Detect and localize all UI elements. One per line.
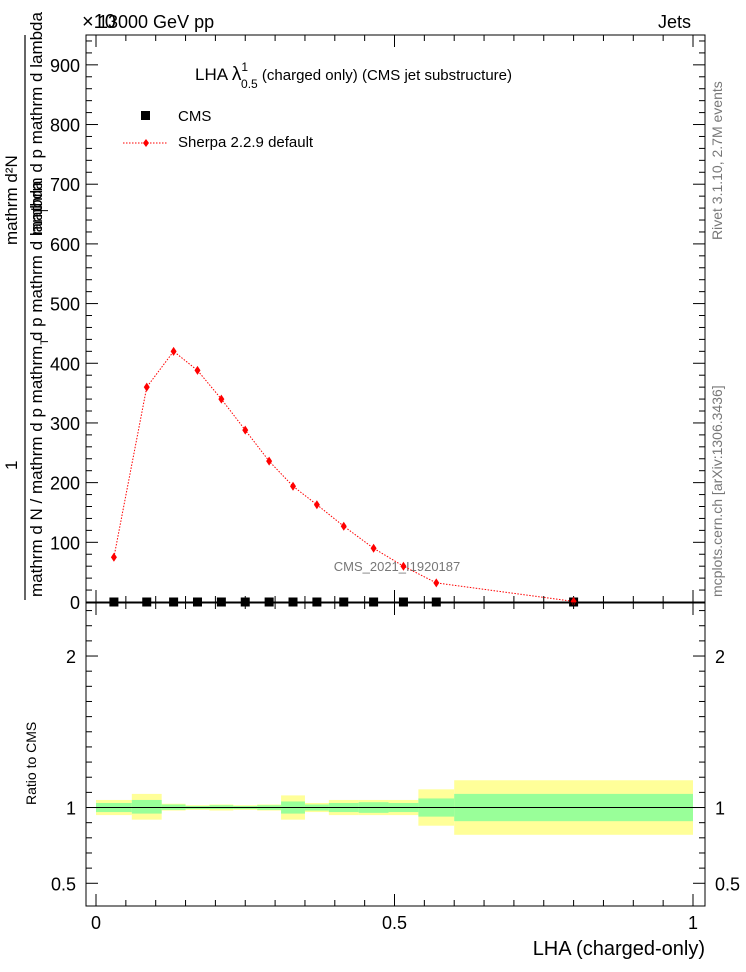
cms-point [192, 597, 202, 607]
y-label-denominator-top: mathrm d p mathrm d lambda [27, 11, 46, 235]
cms-point [142, 597, 152, 607]
ratio-x-tick-label: 1 [688, 913, 698, 933]
rivet-label: Rivet 3.1.10, 2.7M events [709, 81, 725, 240]
main-y-tick-label: 900 [50, 56, 80, 76]
ratio-y-label: Ratio to CMS [23, 722, 39, 805]
ratio-x-label: LHA (charged-only) [533, 938, 705, 960]
mcplots-label: mcplots.cern.ch [arXiv:1306.3436] [709, 385, 725, 597]
main-y-tick-label: 600 [50, 235, 80, 255]
legend-sherpa-label: Sherpa 2.2.9 default [178, 134, 314, 151]
cms-point [431, 597, 441, 607]
cms-point [312, 597, 322, 607]
main-data [109, 346, 579, 607]
ratio-x-tick-label: 0 [91, 913, 101, 933]
y-label-one: 1 [2, 461, 21, 470]
sherpa-point [110, 552, 117, 562]
main-y-tick-label: 300 [50, 414, 80, 434]
legend-cms-marker [141, 111, 150, 120]
sherpa-point [242, 425, 249, 435]
sherpa-point [313, 500, 320, 510]
ratio-y-tick-label-right: 2 [715, 647, 725, 667]
y-label-sub-t2: T [39, 338, 51, 345]
sherpa-point [194, 365, 201, 375]
main-title: LHA λ1 0.5 (charged only) (CMS jet substr… [195, 60, 512, 91]
main-y-tick-label: 400 [50, 354, 80, 374]
ratio-plot-frame [85, 602, 706, 907]
cms-point [240, 597, 250, 607]
cms-point [288, 597, 298, 607]
sherpa-point [290, 481, 297, 491]
cms-point [339, 597, 349, 607]
exponent-label: ×10 [82, 11, 116, 33]
ratio-y-tick-label-right: 1 [715, 799, 725, 819]
main-y-tick-label: 100 [50, 533, 80, 553]
main-x-ticks [95, 35, 694, 602]
cms-point [264, 597, 274, 607]
sherpa-point [340, 521, 347, 531]
sherpa-line [113, 350, 574, 602]
watermark: CMS_2021_I1920187 [334, 559, 461, 574]
ratio-x-axis: 0 0.5 1 [91, 603, 698, 933]
energy-label: 13000 GeV pp [98, 12, 214, 32]
y-label-sub-t1: T [39, 207, 51, 214]
legend-sherpa-marker [143, 139, 149, 147]
cms-point [109, 597, 119, 607]
y-label-denominator: mathrm d N / mathrm d p mathrm d p mathr… [27, 180, 46, 597]
sherpa-point [433, 578, 440, 588]
sherpa-point [143, 382, 150, 392]
sherpa-point [370, 543, 377, 553]
cms-point [169, 597, 179, 607]
main-y-tick-label: 800 [50, 116, 80, 136]
ratio-y-tick-label: 1 [66, 799, 76, 819]
ratio-y-tick-label: 0.5 [51, 874, 76, 894]
main-y-tick-label: 0 [70, 593, 80, 613]
cms-point [216, 597, 226, 607]
sherpa-point [218, 394, 225, 404]
main-y-tick-label: 500 [50, 295, 80, 315]
main-y-tick-label: 200 [50, 474, 80, 494]
legend: CMS Sherpa 2.2.9 default [123, 108, 314, 151]
sherpa-point [170, 346, 177, 356]
main-plot-frame [85, 34, 706, 603]
ratio-x-tick-label: 0.5 [382, 913, 407, 933]
ratio-y-tick-label: 2 [66, 647, 76, 667]
ratio-y-axis: 0.5 0.5 1 1 2 2 [51, 610, 740, 894]
sherpa-point [266, 456, 273, 466]
main-y-axis-label: mathrm d²N 1 mathrm d p mathrm d lambda … [2, 11, 51, 600]
cms-point [369, 597, 379, 607]
ratio-band-inner [131, 799, 162, 814]
main-y-axis: 0 100 200 300 400 500 600 700 800 900 [50, 40, 705, 613]
cms-point [398, 597, 408, 607]
main-y-tick-label: 700 [50, 175, 80, 195]
sherpa-point [400, 561, 407, 571]
legend-cms-label: CMS [178, 108, 211, 125]
process-label: Jets [658, 12, 691, 32]
ratio-y-tick-label-right: 0.5 [715, 874, 740, 894]
sherpa-point [570, 596, 577, 606]
y-label-numerator: mathrm d²N [2, 155, 21, 245]
